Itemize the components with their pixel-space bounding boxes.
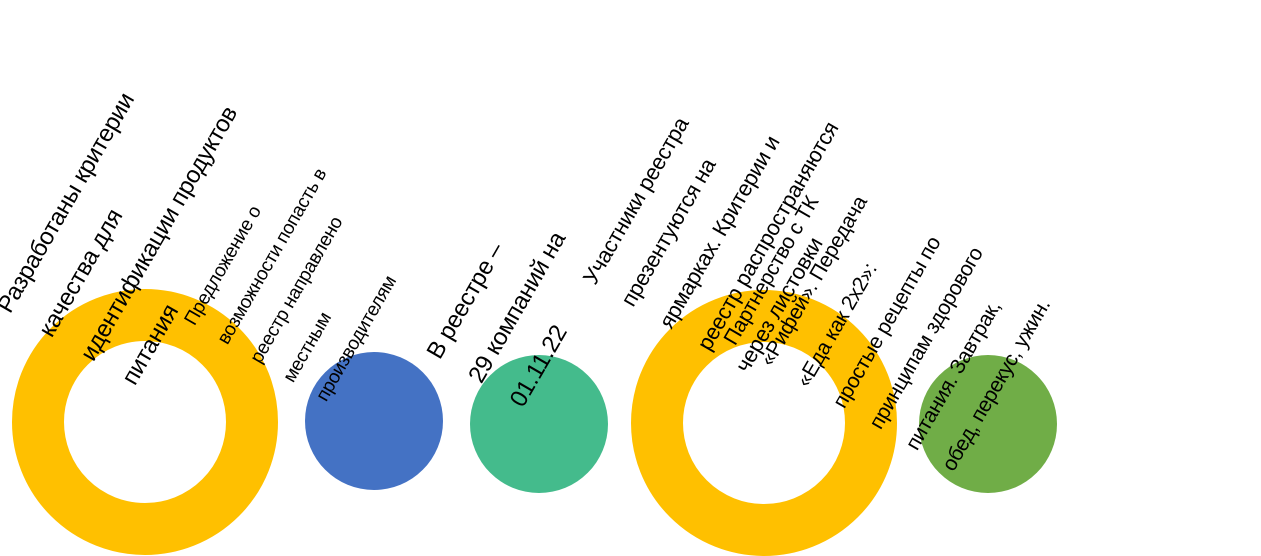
circle-shape (470, 355, 608, 493)
circle-shape (919, 355, 1057, 493)
circle-shape (305, 352, 443, 490)
